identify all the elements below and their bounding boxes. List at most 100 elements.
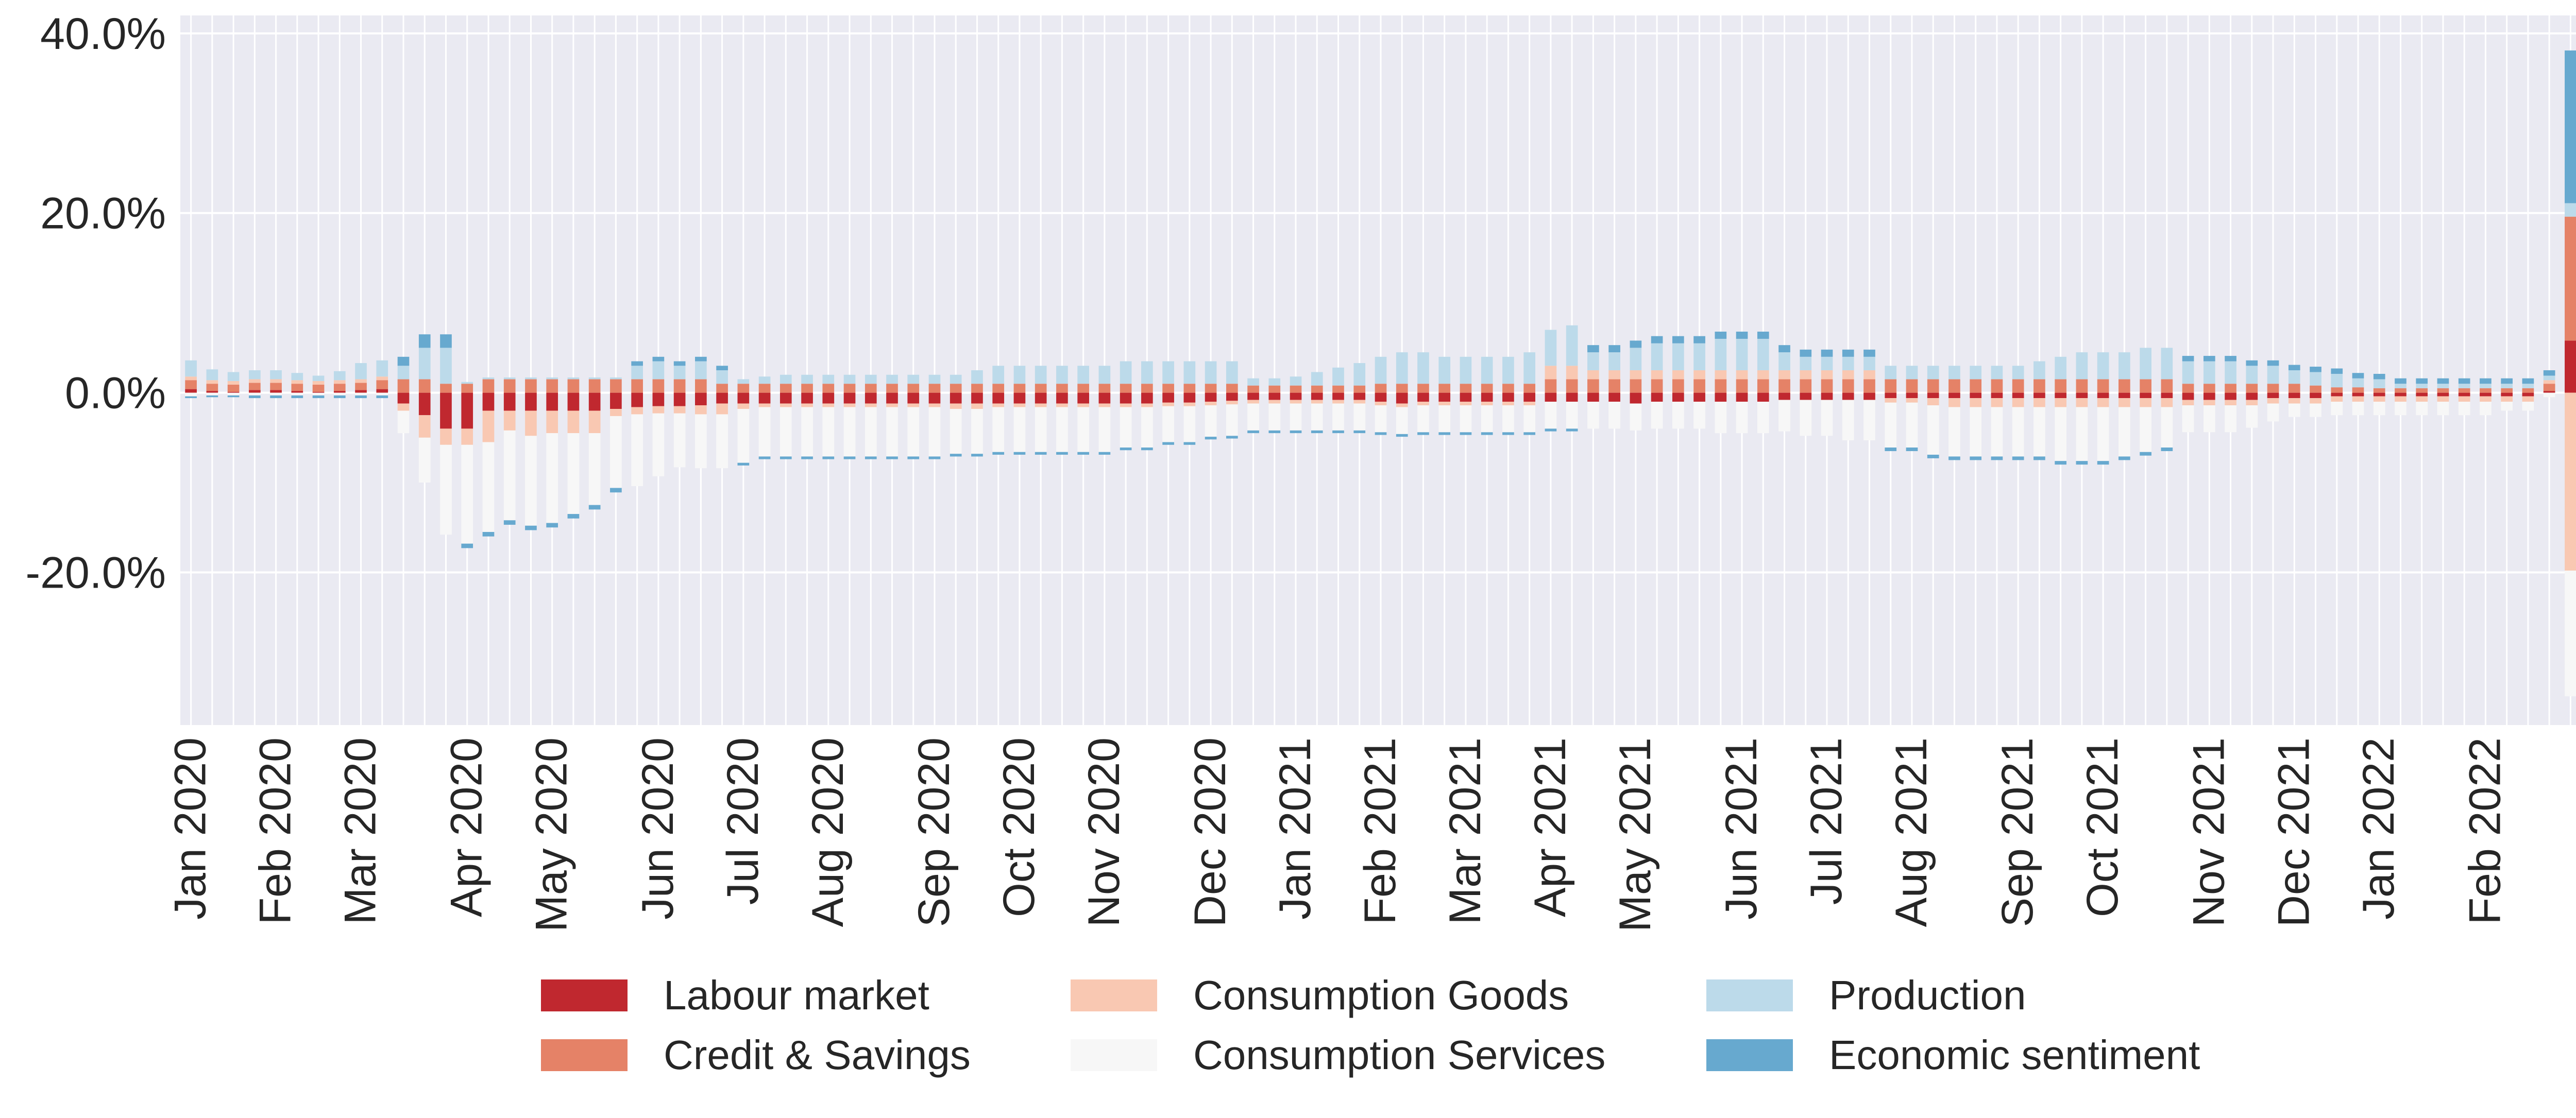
bar-segment-labour-market — [2076, 392, 2088, 399]
bar-segment-production — [950, 374, 962, 384]
bar-segment-credit-savings — [588, 379, 601, 393]
bar-segment-labour-market — [1205, 392, 1217, 402]
bar-segment-credit-savings — [2119, 379, 2130, 393]
bar-segment-labour-market — [1375, 392, 1387, 402]
bar-segment-consumption-services — [2033, 407, 2045, 457]
bar-segment-consumption-services — [2395, 402, 2406, 416]
bar-segment-credit-savings — [907, 384, 920, 393]
bar-segment-labour-market — [1545, 392, 1557, 402]
bar-segment-consumption-goods — [695, 405, 707, 415]
bar-segment-economic-sentiment — [843, 456, 856, 459]
bar-segment-production — [1693, 343, 1705, 370]
bar-segment-economic-sentiment — [248, 395, 261, 399]
bar-segment-credit-savings — [1013, 384, 1026, 393]
bar-segment-credit-savings — [822, 384, 835, 393]
x-tick-label: Apr 2021 — [1526, 737, 1575, 917]
bar-segment-consumption-services — [1927, 405, 1939, 455]
bar-segment-economic-sentiment — [355, 395, 367, 399]
bar-segment-economic-sentiment — [1715, 331, 1727, 339]
bar-segment-consumption-goods — [2522, 396, 2534, 402]
y-tick-label: 40.0% — [40, 9, 166, 59]
bar-segment-labour-market — [673, 392, 686, 406]
bar-segment-economic-sentiment — [1736, 331, 1748, 339]
bar-segment-economic-sentiment — [333, 395, 346, 399]
bar-segment-consumption-services — [1290, 403, 1302, 431]
bar-segment-economic-sentiment — [1608, 345, 1620, 353]
bar-segment-consumption-services — [2140, 407, 2151, 452]
bar-segment-labour-market — [206, 391, 218, 393]
bar-segment-economic-sentiment — [2246, 360, 2258, 366]
bar-segment-labour-market — [1035, 392, 1047, 404]
bar-segment-consumption-services — [546, 433, 558, 523]
bar-segment-consumption-services — [291, 392, 303, 395]
bar-segment-consumption-services — [2182, 405, 2194, 433]
bar-segment-consumption-services — [2543, 392, 2555, 398]
bar-segment-production — [1948, 366, 1960, 380]
bar-segment-labour-market — [2119, 392, 2130, 399]
bar-segment-economic-sentiment — [2395, 378, 2406, 384]
bar-segment-labour-market — [312, 391, 325, 393]
bar-segment-consumption-goods — [1821, 370, 1833, 380]
bar-segment-credit-savings — [2097, 379, 2109, 393]
bar-segment-credit-savings — [2437, 388, 2449, 393]
bar-segment-credit-savings — [1268, 385, 1281, 393]
bar-segment-production — [2246, 366, 2258, 384]
bar-segment-consumption-goods — [865, 403, 877, 407]
bar-segment-economic-sentiment — [1800, 349, 1812, 357]
bar-segment-consumption-services — [440, 444, 452, 535]
bar-segment-labour-market — [1566, 392, 1578, 402]
bar-segment-economic-sentiment — [758, 456, 771, 459]
bar-segment-labour-market — [1183, 392, 1196, 403]
bar-segment-consumption-goods — [950, 403, 962, 409]
bar-segment-consumption-goods — [2331, 396, 2343, 402]
bar-segment-consumption-goods — [206, 380, 218, 384]
bar-segment-economic-sentiment — [1226, 436, 1238, 439]
bar-segment-labour-market — [1013, 392, 1026, 404]
bar-segment-economic-sentiment — [801, 456, 813, 459]
bar-segment-labour-market — [992, 392, 1005, 404]
bar-segment-production — [2501, 384, 2513, 388]
bar-segment-credit-savings — [1353, 385, 1366, 393]
bar-segment-credit-savings — [843, 384, 856, 393]
bar-segment-credit-savings — [1396, 384, 1408, 393]
bar-segment-consumption-goods — [2055, 398, 2066, 407]
bar-segment-consumption-goods — [397, 403, 410, 411]
bar-segment-production — [1035, 366, 1047, 384]
bar-segment-credit-savings — [2288, 384, 2300, 393]
bar-segment-consumption-goods — [737, 403, 750, 409]
bar-segment-labour-market — [1587, 392, 1599, 402]
bar-segment-consumption-goods — [822, 403, 835, 407]
bar-segment-consumption-goods — [1013, 403, 1026, 407]
bar-segment-economic-sentiment — [1438, 432, 1451, 435]
bar-segment-production — [737, 379, 750, 384]
bar-segment-credit-savings — [546, 379, 558, 393]
bar-segment-economic-sentiment — [1757, 331, 1769, 339]
bar-segment-production — [2565, 203, 2576, 217]
bar-segment-production — [2097, 352, 2109, 380]
bar-segment-consumption-services — [525, 436, 537, 526]
bar-segment-economic-sentiment — [1630, 340, 1642, 348]
bar-segment-labour-market — [1417, 392, 1429, 402]
bar-segment-labour-market — [1630, 392, 1642, 404]
bar-segment-consumption-goods — [248, 379, 261, 383]
bar-segment-consumption-services — [397, 410, 410, 434]
x-tick-label: Jan 2021 — [1270, 737, 1320, 920]
bar-segment-production — [312, 375, 325, 381]
bar-segment-labour-market — [2203, 392, 2215, 400]
bar-segment-credit-savings — [1205, 384, 1217, 393]
bar-segment-labour-market — [482, 392, 495, 411]
bar-segment-economic-sentiment — [737, 462, 750, 466]
bar-segment-consumption-services — [2565, 570, 2576, 697]
x-tick-label: Jul 2020 — [718, 737, 768, 905]
bar-segment-labour-market — [1247, 392, 1259, 400]
bar-segment-labour-market — [355, 390, 367, 393]
bar-segment-consumption-goods — [2140, 398, 2151, 407]
bar-segment-consumption-goods — [333, 380, 346, 384]
bar-segment-consumption-goods — [907, 403, 920, 407]
bar-segment-production — [227, 372, 240, 381]
bar-segment-labour-market — [1757, 392, 1769, 402]
bar-segment-economic-sentiment — [2288, 365, 2300, 370]
x-tick-label: Jul 2021 — [1802, 737, 1851, 905]
bar-segment-credit-savings — [206, 384, 218, 391]
bar-segment-labour-market — [1120, 392, 1132, 404]
